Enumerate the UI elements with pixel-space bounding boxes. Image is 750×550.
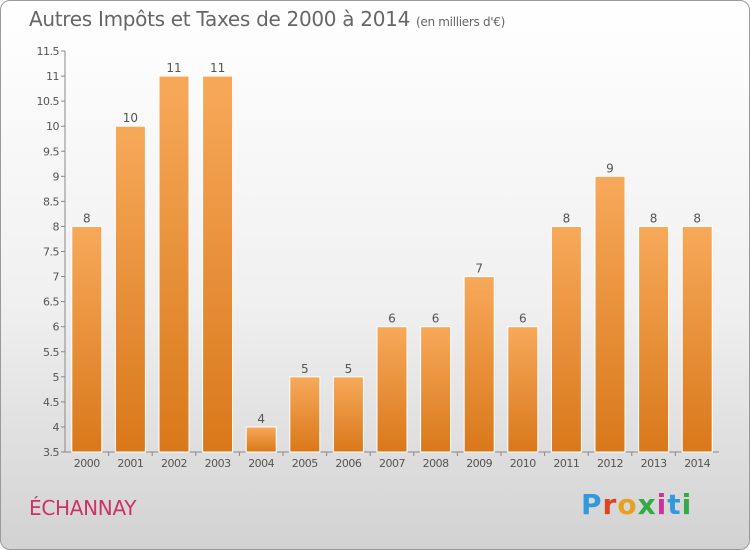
bar-2009 [463,276,495,453]
x-tick-label: 2006 [335,457,361,470]
data-label-2012: 9 [606,161,614,175]
chart-title: Autres Impôts et Taxes de 2000 à 2014 (en… [29,7,505,31]
bars [71,75,713,453]
x-axis: 2000 2001 2002 2003 2004 2005 2006 2007 2008 2009… [65,451,719,470]
x-tick-label: 2000 [74,457,100,470]
x-tick-label: 2012 [597,457,623,470]
x-tick-label: 2005 [292,457,318,470]
y-tick-label: 5 [53,371,60,384]
y-tick-label: 5.5 [43,346,59,359]
x-tick-label: 2013 [641,457,667,470]
logo-letter: x [637,488,657,521]
data-label-2013: 8 [650,211,658,225]
data-label-2008: 6 [432,312,440,326]
bar-2000 [71,225,103,453]
y-tick-label: 4.5 [43,396,59,409]
data-label-2002: 11 [166,61,181,75]
y-tick-label: 11.5 [37,45,60,58]
bar-2001 [114,125,146,453]
bar-2007 [376,326,408,453]
y-tick-label: 9 [53,170,60,183]
bar-2014 [681,225,713,453]
x-tick-label: 2014 [684,457,710,470]
x-tick-label: 2004 [248,457,274,470]
y-tick-label: 10 [46,120,59,133]
y-tick-label: 10.5 [37,95,60,108]
y-tick-label: 9.5 [43,145,59,158]
bar-2013 [638,225,670,453]
data-label-2001: 10 [123,111,138,125]
logo-letter: t [667,488,682,521]
logo-letter: P [581,488,603,521]
y-tick-label: 6 [53,321,60,334]
x-tick-label: 2007 [379,457,405,470]
y-axis: 3.5 4 4.5 5 5.5 6 6.5 7 7.5 8 8.5 9 9.5 10 10.5 11 11.5 [37,45,66,459]
chart-title-text: Autres Impôts et Taxes de 2000 à 2014 [29,7,410,31]
bar-2003 [202,75,234,453]
y-tick-label: 7.5 [43,246,59,259]
bar-2006 [332,376,364,453]
y-tick-label: 4 [53,421,60,434]
y-tick-label: 3.5 [43,446,59,459]
data-label-2006: 5 [345,362,353,376]
logo-letter: i [656,488,668,521]
x-tick-label: 2001 [117,457,143,470]
bar-2011 [550,225,582,453]
logo-letter: r [602,488,618,521]
data-label-2011: 8 [563,211,571,225]
bar-2008 [420,326,452,453]
bar-2012 [594,175,626,453]
data-labels: 8 10 11 11 4 5 5 6 6 7 6 8 9 8 8 [83,61,701,426]
x-tick-label: 2010 [510,457,536,470]
x-tick-label: 2003 [205,457,231,470]
data-label-2005: 5 [301,362,309,376]
data-label-2009: 7 [475,262,483,276]
y-tick-label: 11 [46,70,59,83]
data-label-2004: 4 [257,412,265,426]
logo-letter: o [617,488,638,521]
bar-2002 [158,75,190,453]
bar-2010 [507,326,539,453]
proxiti-logo: Proxiti [581,488,692,521]
data-label-2000: 8 [83,211,91,225]
y-tick-label: 8 [53,220,60,233]
data-label-2014: 8 [693,211,701,225]
x-tick-label: 2009 [466,457,492,470]
x-tick-label: 2011 [553,457,579,470]
data-label-2003: 11 [210,61,225,75]
logo-letter: i [681,488,693,521]
y-tick-label: 6.5 [43,296,59,309]
bar-2004 [245,426,277,453]
bar-2005 [289,376,321,453]
chart-unit: (en milliers d'€) [416,15,506,29]
town-name: ÉCHANNAY [29,496,137,520]
x-tick-label: 2002 [161,457,187,470]
x-tick-label: 2008 [423,457,449,470]
y-tick-label: 8.5 [43,195,59,208]
data-label-2010: 6 [519,312,527,326]
data-label-2007: 6 [388,312,396,326]
y-tick-label: 7 [53,271,60,284]
